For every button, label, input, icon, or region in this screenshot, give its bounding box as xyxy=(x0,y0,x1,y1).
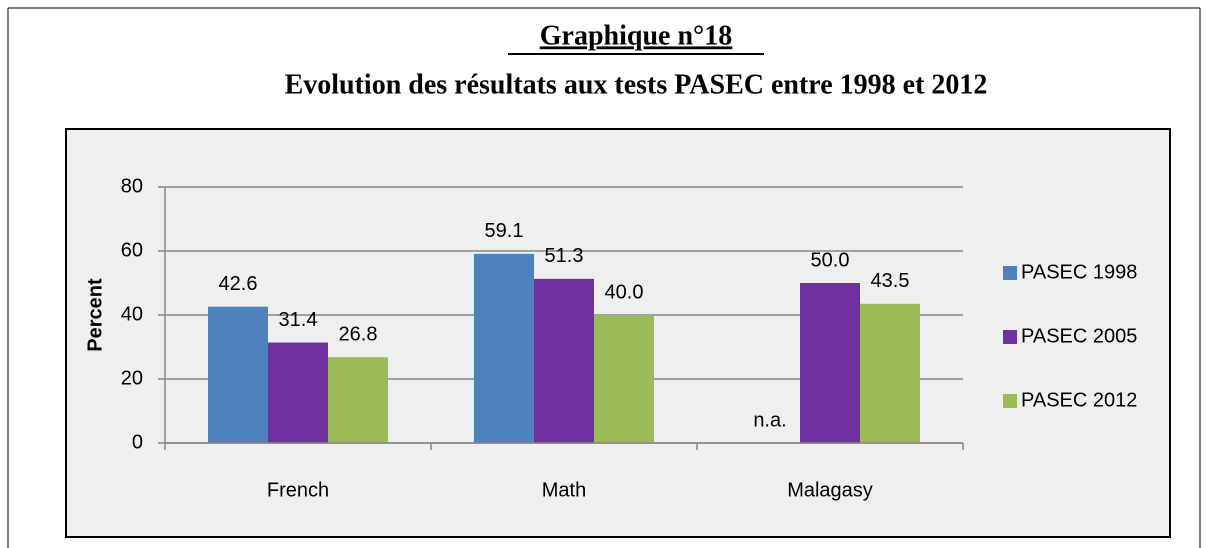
data-label: 31.4 xyxy=(279,309,318,331)
data-label: 51.3 xyxy=(545,245,584,267)
chart-title: Graphique n°18 xyxy=(540,20,732,51)
legend-label: PASEC 2012 xyxy=(1021,389,1137,411)
data-label: 50.0 xyxy=(811,249,850,271)
plot: 0 20 40 60 80 French 42.6 31.4 26.8 Math 59.1 51.3 4… xyxy=(121,175,1138,501)
legend-swatch xyxy=(1003,266,1017,280)
legend-swatch xyxy=(1003,394,1017,408)
bar xyxy=(268,342,328,443)
x-tick-label: Malagasy xyxy=(787,479,873,501)
y-tick-label: 0 xyxy=(132,431,143,453)
data-label: 42.6 xyxy=(219,273,258,295)
legend-swatch xyxy=(1003,330,1017,344)
x-tick-label: French xyxy=(267,479,329,501)
bar xyxy=(208,306,268,443)
bar xyxy=(474,253,534,443)
bar xyxy=(328,357,388,443)
y-tick-label: 80 xyxy=(121,175,143,197)
legend-label: PASEC 2005 xyxy=(1021,325,1137,347)
y-tick-label: 20 xyxy=(121,367,143,389)
bar xyxy=(594,315,654,443)
x-tick-label: Math xyxy=(542,479,586,501)
data-label: n.a. xyxy=(753,409,786,431)
data-label: 40.0 xyxy=(605,281,644,303)
chart-subtitle: Evolution des résultats aux tests PASEC … xyxy=(285,69,988,100)
y-tick-label: 60 xyxy=(121,239,143,261)
data-label: 26.8 xyxy=(339,324,378,346)
bar xyxy=(534,278,594,443)
data-label: 59.1 xyxy=(485,220,524,242)
y-axis-label: Percent xyxy=(84,278,106,352)
y-tick-label: 40 xyxy=(121,303,143,325)
legend-label: PASEC 1998 xyxy=(1021,261,1137,283)
data-label: 43.5 xyxy=(871,270,910,292)
bar xyxy=(860,303,920,443)
bar xyxy=(800,283,860,443)
